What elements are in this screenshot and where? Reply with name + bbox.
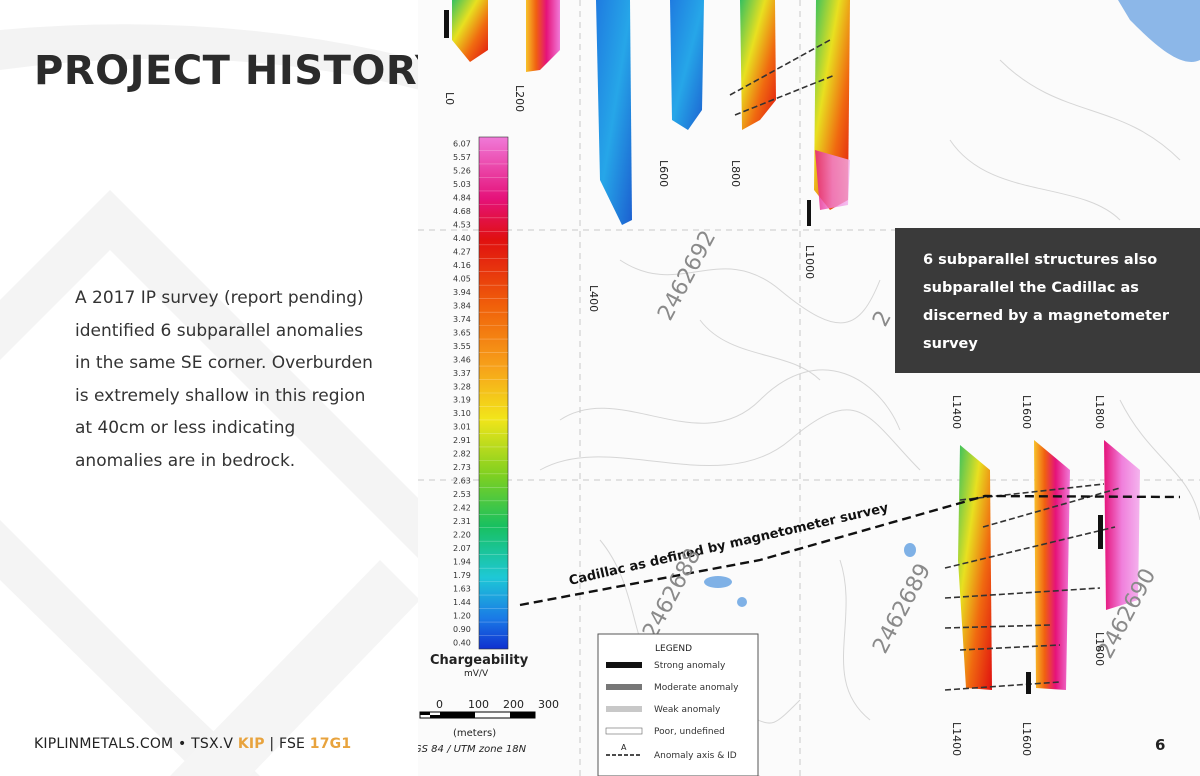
line-label: L400 (587, 285, 600, 312)
body-paragraph: A 2017 IP survey (report pending) identi… (75, 288, 373, 471)
lake (1118, 0, 1200, 62)
map-legend: LEGEND A Strong anomaly Moderate anomaly… (597, 633, 759, 776)
colorbar-tick-label: 3.37 (453, 369, 471, 378)
legend-item: Moderate anomaly (654, 683, 739, 693)
scale-datum: WGS 84 / UTM zone 18N (418, 744, 527, 755)
colorbar-tick-label: 4.53 (453, 221, 471, 230)
cadillac-line (519, 494, 1181, 607)
colorbar-tick-label: 2.20 (453, 530, 471, 539)
scale-tick: 300 (538, 698, 559, 711)
strong-anomaly-marks (444, 10, 1103, 694)
colorbar-tick-label: 2.42 (453, 504, 471, 513)
claim-label: 2 (868, 307, 897, 331)
colorbar-tick-label: 4.40 (453, 234, 471, 243)
footer-website: KIPLINMETALS.COM (34, 736, 174, 752)
footer: KIPLINMETALS.COM • TSX.V KIP | FSE 17G1 (34, 736, 351, 752)
colorbar-tick-label: 4.84 (453, 194, 471, 203)
line-label: L1800 (1093, 395, 1106, 429)
colorbar-tick-label: 1.44 (453, 598, 471, 607)
colorbar-tick-label: 6.07 (453, 140, 471, 149)
scale-unit: (meters) (453, 728, 496, 739)
claim-grid (418, 0, 1200, 776)
colorbar-tick-label: 3.84 (453, 301, 471, 310)
fse-ticker: 17G1 (309, 736, 352, 752)
legend-item: Strong anomaly (654, 661, 726, 671)
claim-label: 2462692 (653, 227, 721, 325)
colorbar-tick-label: 5.26 (453, 167, 471, 176)
claim-label: 2462689 (868, 560, 936, 658)
line-label: L1600 (1020, 395, 1033, 429)
anomaly-axes (729, 39, 1121, 691)
colorbar-tick-label: 3.28 (453, 382, 471, 391)
colorbar-tick-label: 3.74 (453, 315, 471, 324)
colorbar-tick-label: 3.94 (453, 288, 471, 297)
legend-title: LEGEND (655, 644, 692, 654)
colorbar-tick-label: 1.20 (453, 611, 471, 620)
cadillac-label: Cadillac as defined by magnetometer surv… (568, 501, 891, 589)
line-label: L200 (513, 85, 526, 112)
colorbar-tick-label: 1.63 (453, 584, 471, 593)
colorbar-tick-label: 5.03 (453, 180, 471, 189)
callout-box: 6 subparallel structures also subparalle… (895, 228, 1200, 373)
line-label: L600 (657, 160, 670, 187)
colorbar-tick-label: 2.82 (453, 450, 471, 459)
line-label: L1000 (803, 245, 816, 279)
line-label: L0 (443, 92, 456, 105)
colorbar-title: Chargeability (430, 653, 529, 668)
scale-tick: 0 (436, 698, 443, 711)
page-title: PROJECT HISTORY (34, 48, 445, 94)
line-label: L800 (729, 160, 742, 187)
tsx-ticker: KIP (237, 736, 265, 752)
colorbar-tick-label: 0.40 (453, 638, 471, 647)
colorbar-tick-label: 2.63 (453, 477, 471, 486)
colorbar-tick-label: 4.27 (453, 248, 471, 257)
survey-map: Cadillac as defined by magnetometer surv… (418, 0, 1200, 776)
colorbar-tick-label: 2.91 (453, 436, 471, 445)
scale-bar: 0 100 200 300 (meters) WGS 84 / UTM zone… (418, 698, 559, 755)
colorbar-tick-label: 3.65 (453, 328, 471, 337)
colorbar-tick-label: 3.55 (453, 342, 471, 351)
colorbar-tick-label: 4.05 (453, 274, 471, 283)
legend-item: Poor, undefined (654, 727, 725, 737)
survey-line-labels: L0 L200 L400 L600 L800 L1000 L1400 L1600… (443, 85, 1106, 756)
colorbar-tick-label: 2.07 (453, 544, 471, 553)
line-label: L1600 (1020, 722, 1033, 756)
colorbar-tick-label: 3.01 (453, 423, 471, 432)
colorbar-tick-label: 3.10 (453, 409, 471, 418)
legend-item: Weak anomaly (654, 705, 721, 715)
line-label: L1400 (950, 395, 963, 429)
page-number: 6 (1155, 736, 1166, 754)
scale-tick: 200 (503, 698, 524, 711)
colorbar-tick-label: 4.16 (453, 261, 471, 270)
colorbar-tick-label: 3.19 (453, 396, 471, 405)
colorbar-tick-label: 5.57 (453, 153, 471, 162)
colorbar-tick-label: 0.90 (453, 625, 471, 634)
line-label: L1800 (1093, 632, 1106, 666)
colorbar-tick-label: 1.94 (453, 557, 471, 566)
colorbar-tick-label: 3.46 (453, 355, 471, 364)
colorbar-tick-label: 1.79 (453, 571, 471, 580)
colorbar-tick-label: 2.73 (453, 463, 471, 472)
legend-axis-symbol: A (621, 743, 627, 752)
colorbar-unit: mV/V (464, 669, 489, 679)
legend-item: Anomaly axis & ID (654, 751, 737, 761)
colorbar-tick-label: 2.53 (453, 490, 471, 499)
line-label: L1400 (950, 722, 963, 756)
colorbar-tick-label: 2.31 (453, 517, 471, 526)
chargeability-colorbar (478, 136, 509, 650)
scale-tick: 100 (468, 698, 489, 711)
footer-separator: | FSE (264, 736, 310, 752)
footer-separator: • TSX.V (173, 736, 238, 752)
background-decoration (0, 24, 420, 776)
colorbar-tick-label: 4.68 (453, 207, 471, 216)
